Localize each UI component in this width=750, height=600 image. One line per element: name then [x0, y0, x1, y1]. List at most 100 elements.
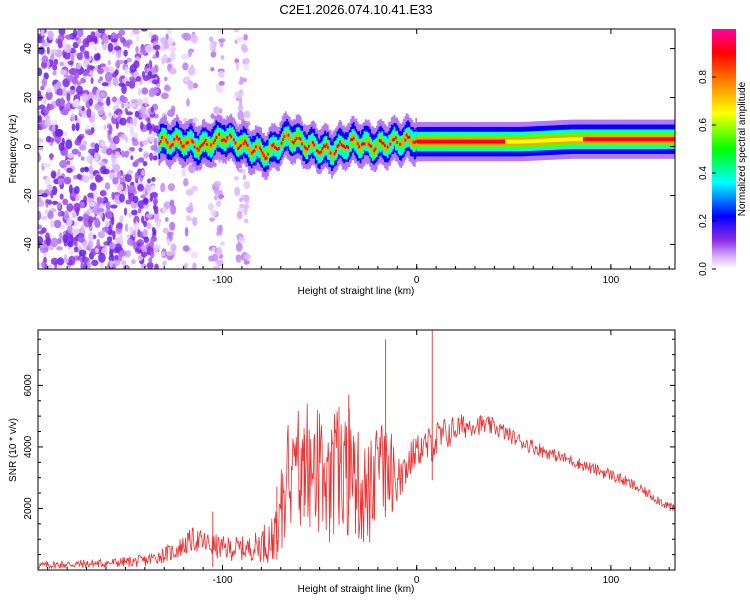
line-cell [654, 137, 657, 142]
noise-blob [92, 111, 96, 121]
line-cell [446, 139, 449, 144]
line-cell [238, 145, 241, 149]
line-cell [328, 148, 331, 155]
line-cell [626, 137, 629, 142]
line-cell [305, 147, 307, 154]
line-cell [322, 144, 325, 148]
line-cell [273, 145, 276, 149]
line-cell [244, 139, 246, 146]
noise-blob [108, 254, 115, 262]
line-cell [245, 141, 248, 145]
line-cell [404, 133, 407, 140]
noise-blob [44, 114, 51, 121]
noise-blob [237, 103, 244, 113]
noise-blob [145, 63, 150, 69]
line-cell [321, 148, 324, 155]
noise-blob [140, 105, 146, 115]
line-cell [344, 146, 347, 150]
line-cell [356, 142, 359, 146]
colorbar-label: Normalized spectral amplitude [737, 81, 748, 216]
noise-blob [80, 156, 85, 161]
line-cell [604, 137, 607, 142]
line-cell [226, 136, 229, 140]
line-cell [336, 145, 339, 151]
line-cell [509, 139, 512, 144]
line-cell [481, 139, 484, 144]
noise-blob [216, 246, 223, 256]
line-cell [362, 141, 365, 145]
noise-blob [128, 212, 132, 218]
noise-blob [181, 167, 187, 177]
noise-blob [40, 85, 45, 91]
line-cell [396, 130, 399, 151]
line-cell [248, 146, 250, 153]
line-cell [331, 152, 333, 159]
line-cell [203, 141, 206, 145]
line-cell [371, 144, 374, 158]
noise-blob [75, 85, 84, 95]
line-cell [360, 143, 363, 147]
noise-blob [167, 36, 174, 46]
noise-blob [116, 97, 120, 108]
noise-blob [58, 142, 65, 152]
colorbar-ticks: 0.0 0.2 0.4 0.6 0.8 [698, 70, 716, 276]
noise-blob [95, 174, 102, 183]
line-cell [216, 125, 219, 146]
noise-blob [112, 135, 120, 145]
line-cell [612, 137, 615, 142]
noise-blob [145, 213, 153, 218]
line-cell [415, 136, 418, 150]
line-cell [242, 142, 245, 146]
line-cell [491, 139, 494, 144]
line-cell [260, 149, 263, 156]
noise-blob [101, 33, 109, 44]
noise-blob [137, 183, 144, 192]
noise-blob [110, 204, 118, 209]
line-cell [211, 142, 214, 149]
noise-blob [60, 109, 69, 116]
line-cell [252, 150, 254, 154]
line-cell [233, 138, 235, 142]
noise-blob [219, 108, 223, 114]
line-cell [522, 139, 525, 144]
noise-blob [66, 217, 73, 227]
noise-blob [150, 87, 159, 94]
noise-blob [235, 254, 242, 263]
noise-blob [133, 117, 137, 127]
noise-blob [116, 183, 124, 192]
noise-blob [49, 137, 55, 143]
line-cell [215, 136, 218, 139]
line-cell [275, 146, 278, 150]
line-cell [208, 142, 211, 149]
noise-blob [150, 106, 154, 113]
line-cell [159, 140, 162, 144]
line-cell [320, 150, 322, 154]
spectrogram-frame [37, 28, 676, 270]
line-cell [382, 141, 385, 145]
noise-blob [72, 228, 80, 235]
line-cell [354, 134, 356, 148]
y-tick-label: -20 [23, 188, 34, 203]
noise-blob [75, 63, 82, 70]
line-cell [165, 138, 167, 142]
line-cell [335, 145, 337, 152]
noise-blob [140, 121, 144, 130]
line-cell [360, 137, 363, 158]
line-cell [158, 142, 161, 146]
noise-blob [82, 241, 88, 250]
noise-blob [131, 209, 138, 216]
noise-blob [88, 41, 96, 46]
noise-blob [47, 210, 54, 220]
noise-blob [96, 238, 100, 249]
line-cell [562, 137, 565, 142]
noise-blob [63, 176, 72, 185]
line-cell [475, 139, 478, 144]
noise-blob [45, 87, 53, 93]
line-cell [589, 137, 592, 142]
line-cell [351, 133, 354, 140]
noise-blob [183, 76, 190, 82]
line-cell [253, 149, 256, 153]
noise-blob [164, 76, 168, 82]
noise-blob [167, 29, 172, 36]
noise-blob [209, 36, 214, 42]
